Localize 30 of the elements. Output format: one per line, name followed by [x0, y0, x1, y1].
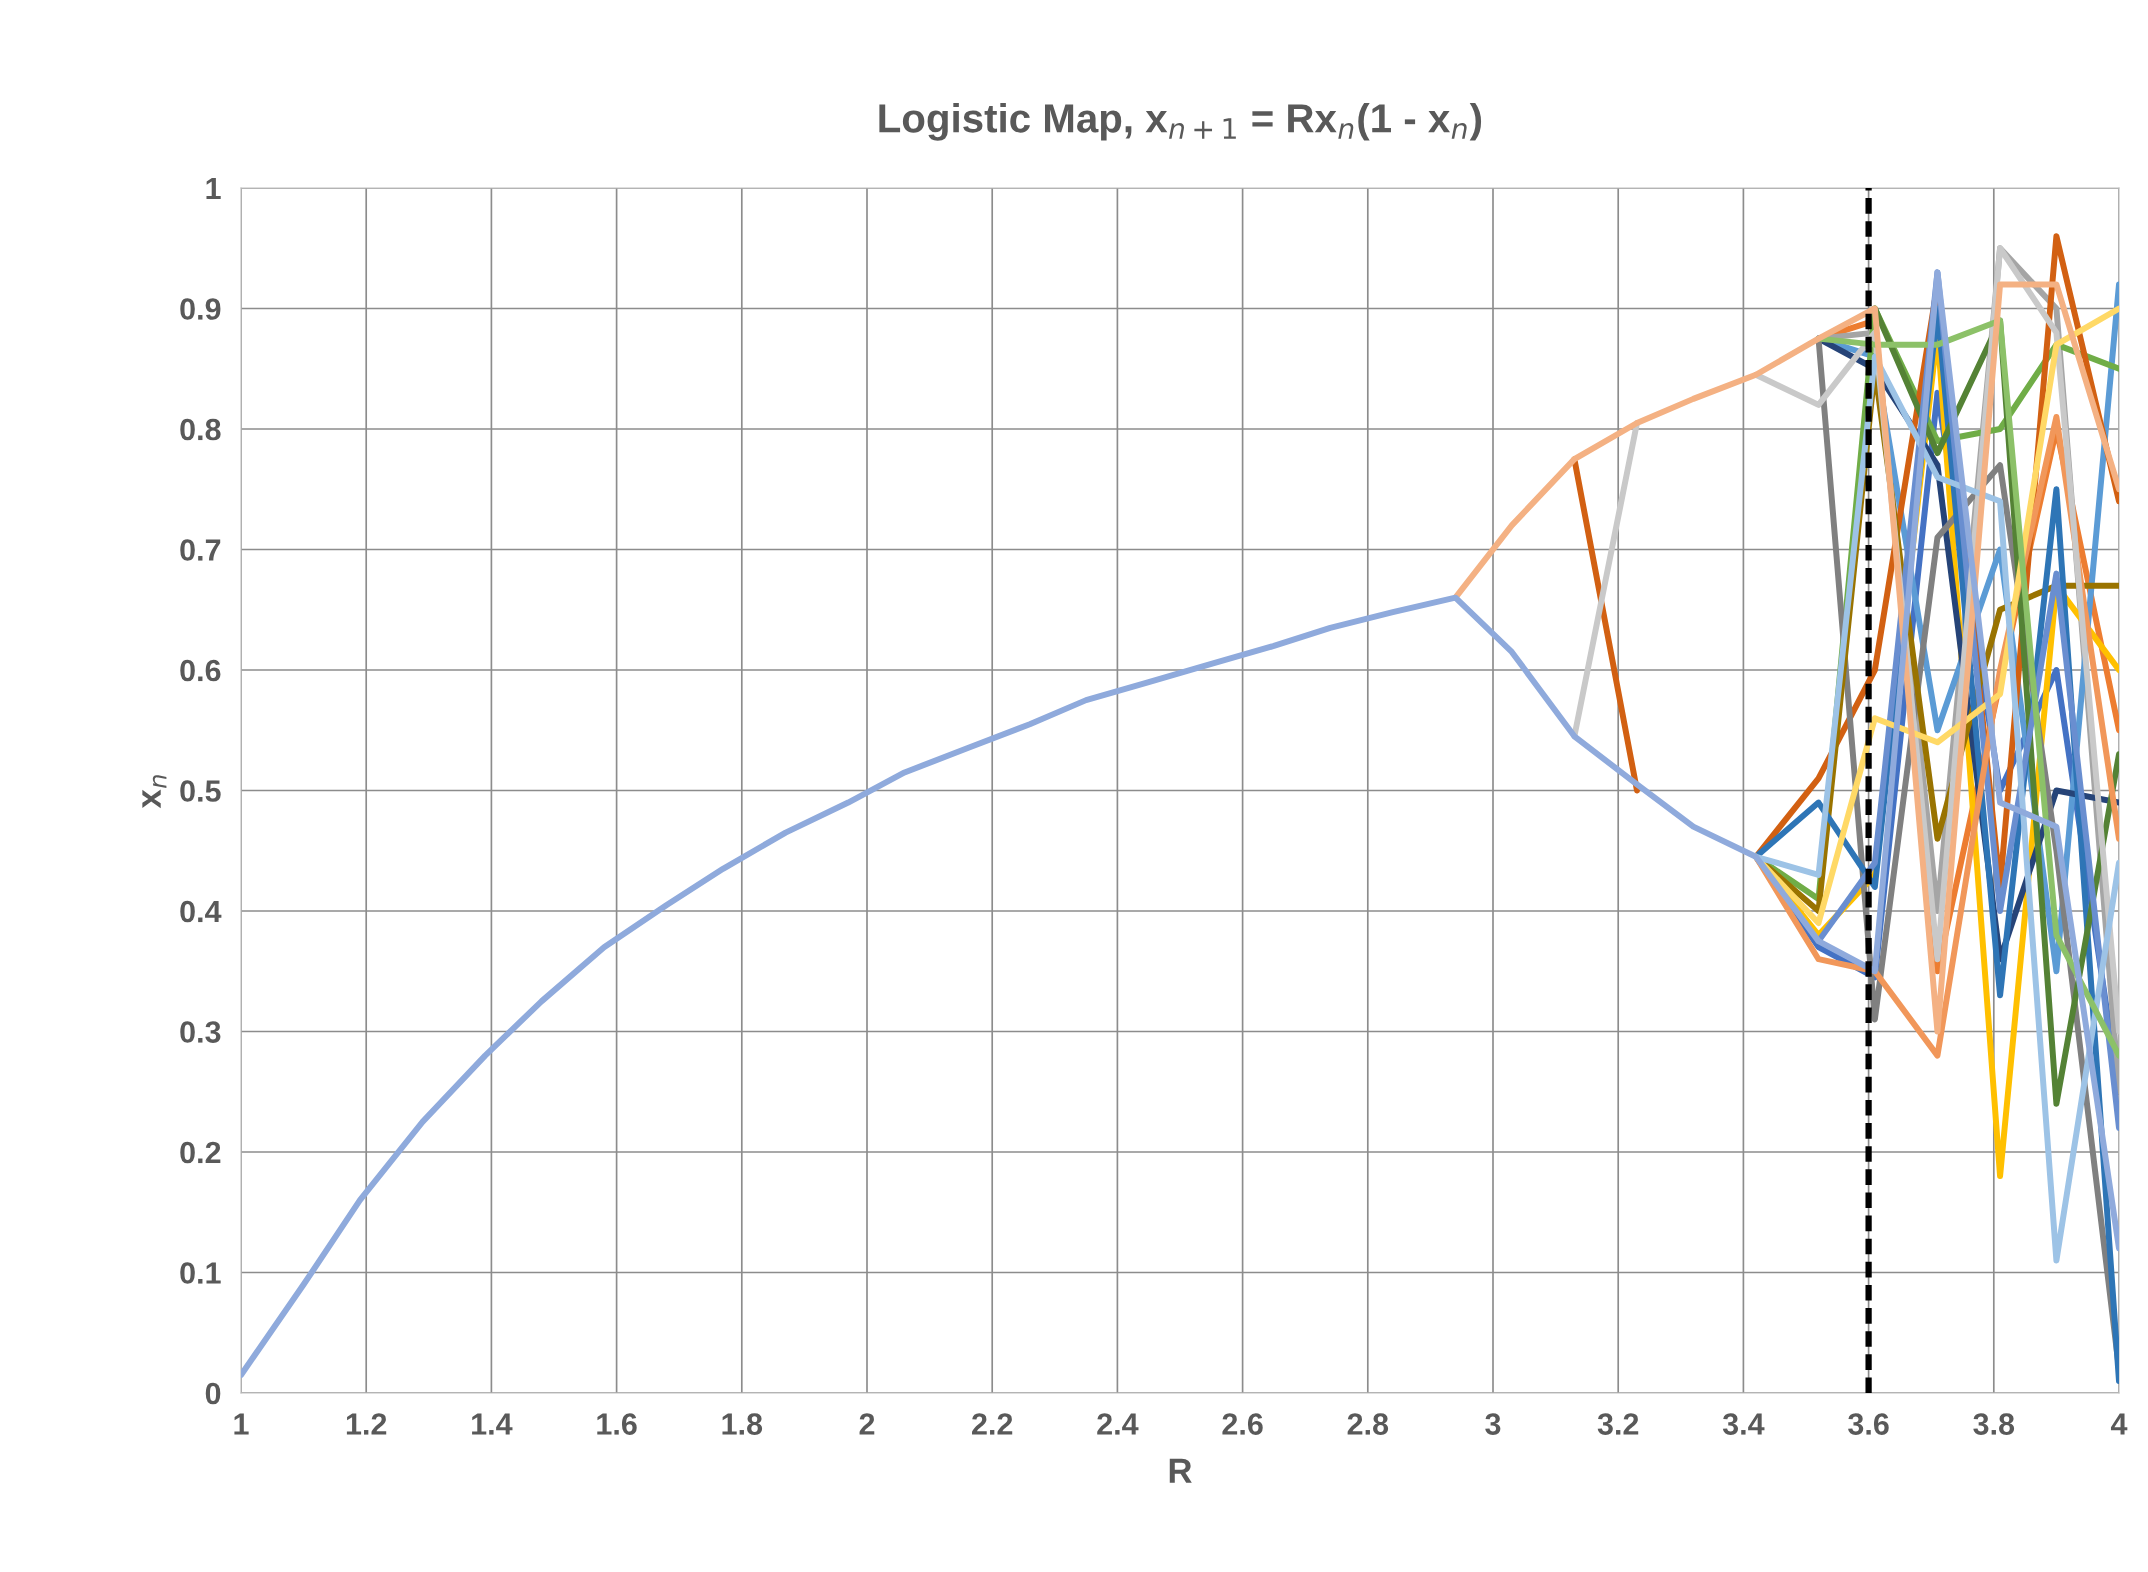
chart-title: Logistic Map, x$_{n+1}$ = Rx$_{n}$(1 - x$_{n}$) — [879, 103, 1482, 141]
x-tick-label: 3.2 — [1597, 1413, 1639, 1435]
x-tick-label: 3.4 — [1722, 1413, 1765, 1435]
y-tick-label: 0.9 — [180, 298, 221, 320]
y-tick-label: 0.5 — [180, 780, 221, 802]
x-tick-label: 1.4 — [472, 1413, 513, 1435]
x-tick-label: 3 — [1485, 1413, 1501, 1435]
x-tick-label: 1.6 — [597, 1413, 637, 1435]
y-tick-label: 0.8 — [180, 418, 221, 441]
x-tick-label: 4 — [2110, 1413, 2128, 1435]
x-tick-label: 1.8 — [722, 1413, 763, 1435]
x-tick-label: 1.2 — [346, 1413, 387, 1435]
x-tick-label: 3.6 — [1848, 1413, 1889, 1435]
x-tick-label: 2.4 — [1097, 1413, 1139, 1435]
y-tick-label: 0.2 — [180, 1141, 221, 1164]
y-axis-title: x$_{n}$ — [142, 775, 167, 809]
y-tick-label: 0.6 — [180, 659, 221, 682]
x-tick-label: 2 — [859, 1413, 875, 1435]
y-tick-label: 1 — [206, 178, 221, 200]
y-tick-label: 0.4 — [180, 900, 222, 923]
x-tick-label: 2.6 — [1222, 1413, 1263, 1435]
x-tick-label: 3.8 — [1973, 1413, 2015, 1435]
x-tick-label: 1 — [234, 1413, 249, 1435]
x-axis-title: R — [1169, 1458, 1192, 1483]
x-tick-label: 2.8 — [1347, 1413, 1389, 1435]
y-tick-label: 0.3 — [180, 1021, 221, 1043]
y-tick-label: 0.7 — [180, 539, 221, 561]
y-tick-label: 0 — [205, 1382, 221, 1405]
x-tick-label: 2.2 — [972, 1413, 1013, 1435]
y-tick-label: 0.1 — [180, 1262, 221, 1284]
